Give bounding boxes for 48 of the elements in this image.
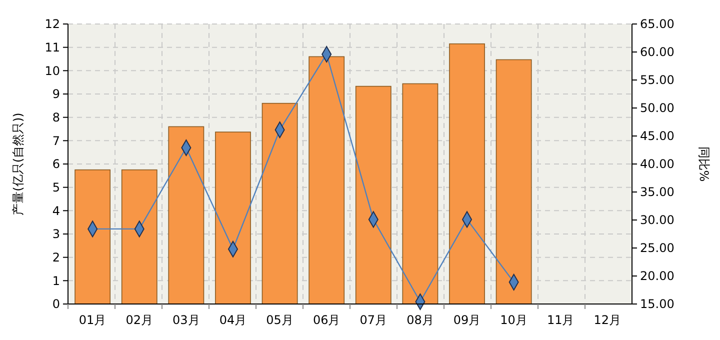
y-tick-label: 10 <box>44 64 60 78</box>
y2-tick-label: 60.00 <box>640 45 674 60</box>
y-tick-label: 0 <box>52 297 60 312</box>
x-tick-label: 05月 <box>266 313 294 327</box>
y2-tick-label: 50.00 <box>640 101 674 116</box>
x-tick-label: 06月 <box>312 313 340 327</box>
x-tick-label: 07月 <box>360 313 388 327</box>
y-tick-label: 3 <box>52 227 60 242</box>
y-tick-label: 7 <box>52 134 60 148</box>
y2-tick-label: 25.00 <box>640 241 674 256</box>
x-tick-label: 08月 <box>406 313 434 327</box>
y2-axis-title: 同比% <box>697 146 711 182</box>
x-tick-label: 09月 <box>453 313 481 327</box>
y-tick-label: 6 <box>52 157 60 172</box>
y2-tick-label: 40.00 <box>640 157 674 172</box>
bar <box>449 43 485 304</box>
bar <box>308 56 345 304</box>
bar <box>215 132 251 304</box>
bar <box>74 169 111 304</box>
bar <box>168 126 204 304</box>
x-tick-label: 12月 <box>594 313 622 327</box>
x-tick-label: 11月 <box>546 313 574 327</box>
x-tick-label: 01月 <box>78 313 106 327</box>
bar <box>262 102 298 304</box>
y-tick-label: 2 <box>52 250 60 265</box>
bar <box>121 169 158 304</box>
y-tick-label: 5 <box>52 180 60 195</box>
y2-tick-label: 55.00 <box>640 73 674 88</box>
bar <box>355 86 392 304</box>
y2-tick-label: 15.00 <box>640 297 674 312</box>
x-tick-label: 04月 <box>219 313 247 327</box>
y-tick-label: 1 <box>52 274 60 288</box>
y-axis-title: 产量(亿只(自然只)) <box>11 112 25 216</box>
bar <box>496 59 532 304</box>
y2-tick-label: 30.00 <box>640 213 674 228</box>
y2-tick-label: 65.00 <box>640 17 674 32</box>
y2-tick-label: 45.00 <box>640 129 674 144</box>
y2-tick-label: 35.00 <box>640 185 674 200</box>
y-tick-label: 9 <box>52 87 60 102</box>
y-tick-label: 11 <box>44 40 60 55</box>
y2-tick-label: 20.00 <box>640 269 674 284</box>
y-tick-label: 4 <box>52 204 60 218</box>
x-tick-label: 02月 <box>126 313 154 327</box>
bar <box>402 83 438 304</box>
x-tick-label: 03月 <box>172 313 200 327</box>
y-tick-label: 12 <box>44 17 60 32</box>
y-tick-label: 8 <box>52 110 60 125</box>
x-tick-label: 10月 <box>500 313 528 327</box>
